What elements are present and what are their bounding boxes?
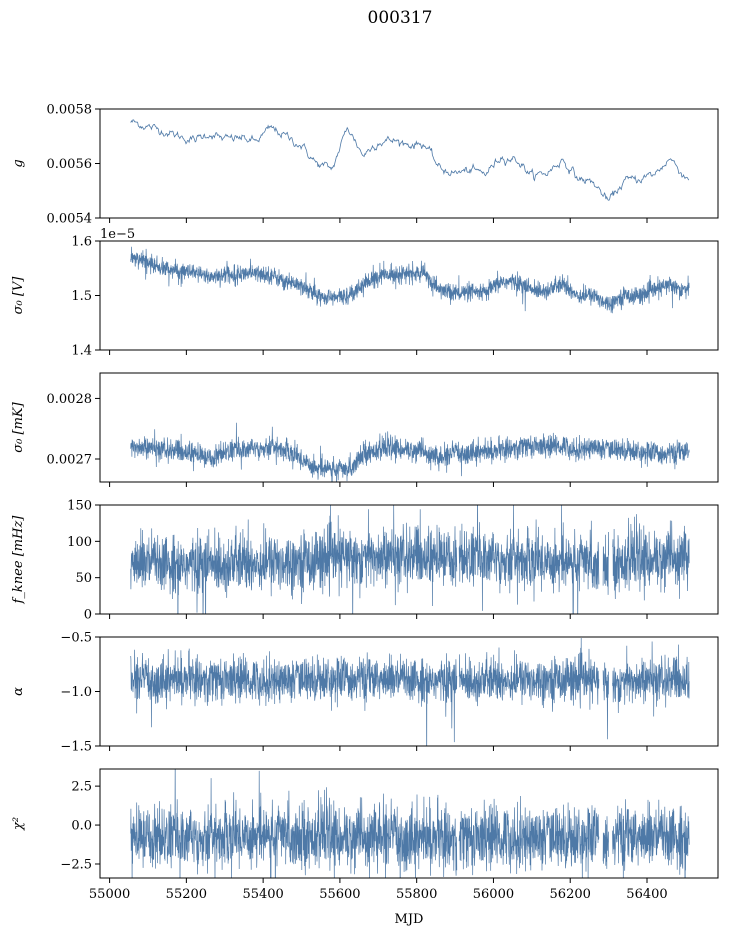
y-axis-label: α xyxy=(11,687,26,696)
plot-frame xyxy=(99,240,719,351)
x-tick-label: 55000 xyxy=(89,887,130,902)
y-tick-label: 0.0058 xyxy=(47,103,93,118)
x-axis-label: MJD xyxy=(395,912,424,927)
x-tick-label: 55400 xyxy=(242,887,283,902)
series-line xyxy=(130,505,690,614)
series-path xyxy=(130,769,690,878)
y-axis-label: f_knee [mHz] xyxy=(11,515,26,605)
y-axis-label: χ² xyxy=(11,817,26,831)
y-axis-label: g xyxy=(11,159,26,167)
y-tick-label: 2.5 xyxy=(71,780,92,795)
figure-title: 000317 xyxy=(368,8,433,28)
series-line xyxy=(130,769,690,878)
subplot-3: 0.0027 0.0028 σ₀ [mK] xyxy=(11,372,719,487)
y-tick-label: 1.5 xyxy=(71,289,92,304)
series-path xyxy=(130,505,690,614)
x-tick-label: 55200 xyxy=(166,887,207,902)
y-tick-label: −0.5 xyxy=(60,631,92,646)
plot-frame xyxy=(99,108,719,219)
series-path xyxy=(130,637,690,746)
shared-x-axis: 55000 55200 55400 55600 55800 56000 56200 56400 xyxy=(89,887,668,902)
y-tick-label: 1.6 xyxy=(71,235,92,250)
y-tick-label: 0.0054 xyxy=(47,212,93,227)
subplot-stack: 0.0054 0.0056 0.0058 g 1.4 1.5 1.6 1e−5 σ₀ [V] 0.… xyxy=(11,103,719,883)
y-tick-label: 0.0028 xyxy=(47,392,93,407)
series-path xyxy=(130,422,690,482)
series-line xyxy=(130,246,690,314)
y-tick-label: 1.4 xyxy=(71,344,92,359)
y-tick-label: −1.5 xyxy=(60,740,92,755)
y-offset-label: 1e−5 xyxy=(100,227,135,242)
y-axis-label: σ₀ [V] xyxy=(11,276,26,315)
y-axis-label: σ₀ [mK] xyxy=(11,401,26,452)
y-tick-label: 0 xyxy=(84,608,92,623)
x-tick-label: 55600 xyxy=(319,887,360,902)
y-tick-label: −2.5 xyxy=(60,857,92,872)
plot-frame xyxy=(99,372,719,483)
series-line xyxy=(130,422,690,482)
plot-frame xyxy=(99,768,719,879)
y-tick-label: 50 xyxy=(75,571,92,586)
x-tick-label: 55800 xyxy=(396,887,437,902)
plot-frame xyxy=(99,504,719,615)
series-path xyxy=(130,246,690,314)
y-tick-label: 0.0027 xyxy=(47,452,93,467)
subplot-1: 0.0054 0.0056 0.0058 g xyxy=(11,103,719,227)
x-tick-label: 56200 xyxy=(550,887,591,902)
subplot-4: 0 50 100 150 f_knee [mHz] xyxy=(11,499,719,623)
x-tick-label: 56000 xyxy=(473,887,514,902)
subplot-6: −2.5 0.0 2.5 χ² xyxy=(11,768,719,883)
series-line xyxy=(130,119,690,201)
y-tick-label: 150 xyxy=(67,499,92,514)
series-line xyxy=(130,637,690,746)
subplot-5: −1.5 −1.0 −0.5 α xyxy=(11,631,719,755)
y-tick-label: 100 xyxy=(67,535,92,550)
series-path xyxy=(130,119,690,201)
y-tick-label: −1.0 xyxy=(60,685,92,700)
x-tick-label: 56400 xyxy=(626,887,667,902)
subplot-2: 1.4 1.5 1.6 1e−5 σ₀ [V] xyxy=(11,227,719,359)
y-tick-label: 0.0056 xyxy=(47,157,93,172)
y-tick-label: 0.0 xyxy=(71,819,92,834)
